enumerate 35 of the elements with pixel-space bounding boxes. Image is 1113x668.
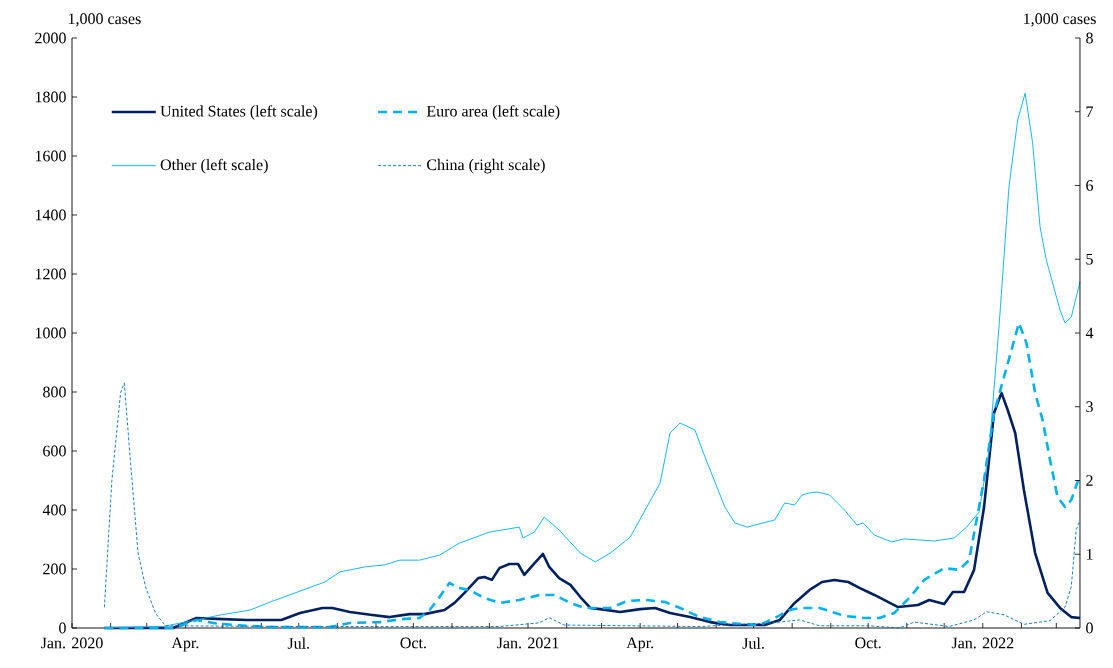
legend-label: Other (left scale) — [160, 158, 268, 174]
y-tick-label: 800 — [43, 386, 66, 398]
x-tick-label: Jan. 2021 — [497, 637, 559, 649]
y-tick-label: 600 — [43, 445, 66, 457]
y2-tick-label: 6 — [1086, 180, 1094, 191]
legend-label: United States (left scale) — [160, 105, 318, 120]
legend-label: Euro area (left scale) — [426, 105, 560, 120]
y2-tick-label: 8 — [1086, 32, 1093, 44]
y2-tick-label: 5 — [1086, 253, 1093, 265]
y-tick-label: 1600 — [35, 150, 66, 162]
y-tick-label: 200 — [43, 563, 66, 575]
y-tick-label: 1200 — [35, 268, 66, 280]
x-tick-label: Jan. 2020 — [41, 637, 103, 649]
y2-axis-title: 1,000 cases — [1024, 13, 1096, 27]
x-tick-label: Jul. — [287, 637, 310, 649]
y2-tick-label: 2 — [1086, 475, 1093, 486]
y-axis-title: 1,000 cases — [68, 13, 141, 27]
y2-tick-label: 7 — [1086, 106, 1094, 117]
x-tick-label: Jul. — [742, 637, 764, 649]
x-tick-label: Jan. 2022 — [951, 637, 1014, 649]
x-tick-label: Apr. — [171, 637, 199, 652]
x-tick-label: Apr. — [626, 637, 654, 652]
x-tick-label: Oct. — [400, 637, 426, 649]
y-tick-label: 0 — [59, 622, 66, 634]
y2-tick-label: 0 — [1086, 622, 1093, 634]
y2-tick-label: 1 — [1086, 548, 1093, 560]
y-tick-label: 1000 — [35, 327, 66, 339]
y2-tick-label: 3 — [1086, 401, 1093, 413]
y-tick-label: 2000 — [35, 32, 66, 44]
y-tick-label: 1800 — [35, 91, 66, 103]
y2-tick-label: 4 — [1085, 327, 1094, 339]
y-tick-label: 400 — [42, 504, 66, 516]
y-tick-label: 1400 — [35, 209, 66, 221]
legend-label: China (right scale) — [427, 158, 545, 174]
x-tick-label: Oct. — [855, 637, 881, 649]
